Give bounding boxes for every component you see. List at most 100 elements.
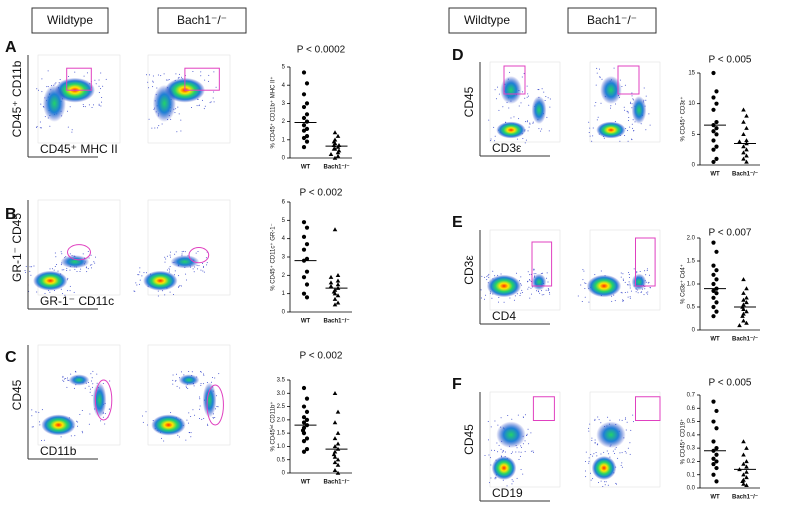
y-tick-label: 4 — [282, 236, 286, 242]
flow-dot — [24, 269, 26, 271]
flow-dot — [156, 127, 158, 129]
flow-dot — [526, 281, 528, 283]
flow-dot — [31, 266, 33, 268]
flow-dot — [488, 119, 490, 121]
y-tick-label: 10 — [688, 101, 695, 107]
flow-dot — [63, 269, 65, 271]
x-tick-label: WT — [301, 319, 311, 325]
flow-density — [496, 421, 526, 449]
flow-dot — [488, 277, 490, 279]
flow-dot — [494, 478, 496, 480]
flow-dot — [595, 84, 597, 86]
flow-dot — [180, 130, 182, 132]
flow-dot — [526, 85, 528, 87]
data-point — [744, 113, 749, 118]
data-point — [744, 483, 749, 488]
data-point — [304, 139, 310, 144]
flow-dot — [512, 480, 514, 482]
data-point — [714, 291, 719, 296]
data-point — [332, 296, 338, 301]
data-point — [711, 240, 716, 245]
data-point — [744, 300, 749, 305]
flow-dot — [597, 116, 599, 118]
data-point — [714, 300, 719, 305]
data-point — [740, 313, 745, 318]
flow-dot — [178, 113, 180, 115]
flow-dot — [643, 87, 645, 89]
flow-dot — [520, 276, 522, 278]
flow-dot — [188, 370, 190, 372]
flow-dot — [647, 291, 649, 293]
flow-dot — [594, 439, 596, 441]
flow-dot — [544, 100, 546, 102]
flow-dot — [170, 251, 172, 253]
flow-dot — [614, 448, 616, 450]
flow-dot — [604, 481, 606, 483]
flow-dot — [200, 371, 202, 373]
data-point — [744, 469, 749, 474]
data-point — [301, 104, 307, 110]
panel-letter: D — [452, 47, 464, 64]
flow-dot — [164, 261, 166, 263]
data-point — [335, 462, 341, 467]
flow-dot — [541, 128, 543, 130]
y-tick-label: 0.4 — [687, 432, 696, 438]
flow-dot — [98, 79, 100, 81]
data-point — [741, 307, 746, 311]
flow-dot — [77, 421, 79, 423]
data-point — [714, 408, 719, 414]
flow-dot — [497, 86, 499, 88]
flow-dot — [518, 118, 520, 120]
x-tick-label: WT — [710, 172, 720, 178]
flow-dot — [188, 412, 190, 414]
flow-density — [596, 421, 626, 449]
flow-dot — [530, 287, 532, 289]
flow-dot — [55, 256, 57, 258]
flow-dot — [624, 135, 626, 137]
flow-dot — [521, 446, 523, 448]
flow-dot — [199, 396, 201, 398]
data-point — [301, 220, 307, 225]
header-label: Bach1⁻/⁻ — [177, 13, 227, 27]
flow-dot — [91, 264, 93, 266]
flow-density — [631, 96, 647, 124]
flow-dot — [647, 282, 649, 284]
flow-dot — [54, 265, 56, 267]
flow-dot — [213, 71, 215, 73]
data-point — [332, 291, 338, 296]
flow-dot — [190, 432, 192, 434]
flow-dot — [36, 291, 38, 293]
flow-dot — [500, 455, 502, 457]
flow-dot — [631, 123, 633, 125]
flow-dot — [495, 98, 497, 100]
data-point — [711, 295, 716, 300]
flow-dot — [539, 292, 541, 294]
data-point — [335, 441, 341, 446]
flow-dot — [84, 387, 86, 389]
y-tick-label: 2.5 — [277, 404, 286, 410]
flow-dot — [627, 291, 629, 293]
flow-dot — [487, 275, 489, 277]
flow-dot — [172, 383, 174, 385]
flow-dot — [47, 70, 49, 72]
flow-dot — [629, 102, 631, 104]
flow-dot — [80, 268, 82, 270]
data-point — [332, 227, 338, 232]
data-point — [301, 420, 307, 425]
data-point — [304, 112, 310, 117]
flow-dot — [90, 254, 92, 256]
flow-dot — [75, 371, 77, 373]
flow-dot — [98, 103, 100, 105]
flow-dot — [537, 89, 539, 91]
flow-dot — [624, 281, 626, 283]
flow-dot — [520, 102, 522, 104]
y-tick-label: 0.5 — [277, 457, 286, 463]
data-point — [711, 439, 716, 444]
flow-dot — [596, 444, 598, 446]
flow-dot — [596, 72, 598, 74]
flow-dot — [154, 127, 156, 129]
flow-dot — [628, 277, 630, 279]
flow-dot — [189, 432, 191, 434]
flow-dot — [69, 290, 71, 292]
flow-dot — [627, 112, 629, 114]
